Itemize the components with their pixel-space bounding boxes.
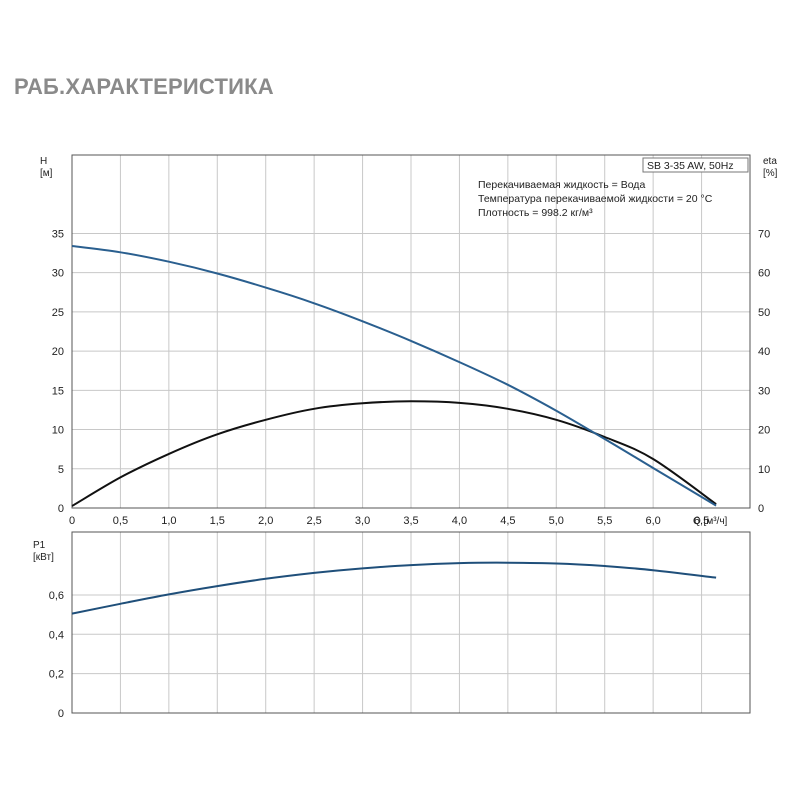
p1-tick-label: 0,6 xyxy=(49,590,64,602)
efficiency-curve xyxy=(71,400,717,507)
h-axis-label: H xyxy=(40,156,47,167)
p1-axis-unit: [кВт] xyxy=(33,552,54,563)
x-tick-label: 5,5 xyxy=(597,515,612,527)
eta-tick-label: 60 xyxy=(758,268,770,280)
x-tick-label: 0 xyxy=(69,515,75,527)
h-tick-label: 10 xyxy=(52,425,64,437)
model-label: SB 3-35 AW, 50Hz xyxy=(647,160,734,172)
info-box: SB 3-35 AW, 50Hz Перекачиваемая жидкость… xyxy=(478,157,749,219)
h-tick-label: 15 xyxy=(52,385,64,397)
bottom-grid xyxy=(72,532,750,713)
info-line-liquid: Перекачиваемая жидкость = Вода xyxy=(478,179,645,191)
h-tick-label: 5 xyxy=(58,464,64,476)
x-tick-label: 4,0 xyxy=(452,515,467,527)
bottom-plot-frame xyxy=(71,531,751,714)
x-tick-label: 5,0 xyxy=(549,515,564,527)
h-tick-label: 20 xyxy=(52,346,64,358)
page-title: РАБ.ХАРАКТЕРИСТИКА xyxy=(14,74,274,99)
x-tick-label: 1,0 xyxy=(161,515,176,527)
p1-axis-label: P1 xyxy=(33,540,46,551)
p1-tick-label: 0,2 xyxy=(49,669,64,681)
info-line-temperature: Температура перекачиваемой жидкости = 20… xyxy=(478,193,713,205)
x-tick-label: 2,0 xyxy=(258,515,273,527)
bottom-series xyxy=(71,561,717,615)
eta-tick-label: 40 xyxy=(758,346,770,358)
x-tick-label: 1,5 xyxy=(210,515,225,527)
top-plot-frame xyxy=(71,154,751,509)
model-box xyxy=(642,157,749,173)
power-chart: 0 0,2 0,4 0,6 P1 [кВт] xyxy=(33,531,751,720)
x-tick-label: 2,5 xyxy=(306,515,321,527)
x-tick-label: 6,5 xyxy=(694,515,709,527)
head-curve xyxy=(71,245,717,507)
top-tick-labels: 0 0,5 1,0 1,5 2,0 2,5 3,0 3,5 4,0 4,5 5,0 5,5 6,0 6,5… xyxy=(52,228,771,527)
x-tick-label: 0,5 xyxy=(113,515,128,527)
x-tick-label: 3,5 xyxy=(403,515,418,527)
power-curve xyxy=(71,561,717,615)
x-tick-label: 4,5 xyxy=(500,515,515,527)
head-efficiency-chart: 0 0,5 1,0 1,5 2,0 2,5 3,0 3,5 4,0 4,5 5,0 5,5 6,0 6,5… xyxy=(40,154,778,527)
eta-tick-label: 20 xyxy=(758,425,770,437)
eta-tick-label: 10 xyxy=(758,464,770,476)
bottom-tick-labels: 0 0,2 0,4 0,6 xyxy=(49,590,64,720)
top-grid xyxy=(72,155,750,508)
h-axis-unit: [м] xyxy=(40,168,53,179)
p1-tick-label: 0 xyxy=(58,708,64,720)
eta-tick-label: 50 xyxy=(758,307,770,319)
h-tick-label: 30 xyxy=(52,268,64,280)
eta-axis-unit: [%] xyxy=(763,168,778,179)
h-tick-label: 25 xyxy=(52,307,64,319)
info-line-density: Плотность = 998.2 кг/м³ xyxy=(478,207,593,219)
eta-tick-label: 30 xyxy=(758,385,770,397)
h-tick-label: 0 xyxy=(58,503,64,515)
p1-tick-label: 0,4 xyxy=(49,629,64,641)
q-axis-label: Q [м³/ч] xyxy=(693,516,728,527)
x-tick-label: 6,0 xyxy=(645,515,660,527)
top-series xyxy=(71,245,717,507)
eta-tick-label: 0 xyxy=(758,503,764,515)
eta-tick-label: 70 xyxy=(758,228,770,240)
eta-axis-label: eta xyxy=(763,156,777,167)
x-tick-label: 3,0 xyxy=(355,515,370,527)
h-tick-label: 35 xyxy=(52,228,64,240)
